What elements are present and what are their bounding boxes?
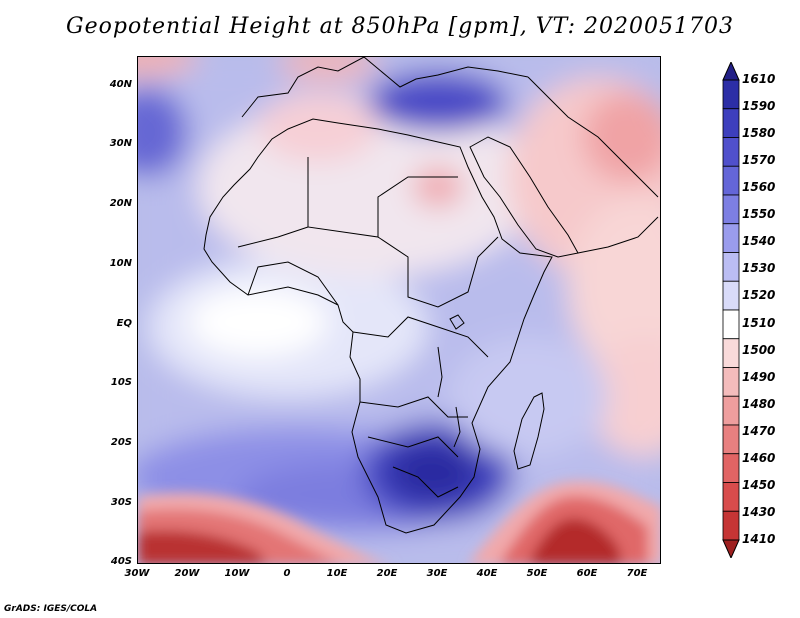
lat-label: 10S <box>110 377 132 388</box>
lat-label: 30S <box>110 497 132 508</box>
lon-label: 30W <box>124 568 150 579</box>
coastline <box>203 57 659 534</box>
map-plot <box>137 56 661 564</box>
lon-label: 20W <box>174 568 200 579</box>
colorbar-label: 1590 <box>742 99 776 114</box>
lat-label: 40S <box>110 556 132 567</box>
colorbar-segment <box>722 194 740 225</box>
lon-label: 60E <box>576 568 598 579</box>
colorbar-top-arrow <box>722 62 740 81</box>
lat-label: 20N <box>109 198 132 209</box>
colorbar-label: 1610 <box>742 72 776 86</box>
lon-label: 40E <box>476 568 498 579</box>
lat-label: 10N <box>109 258 132 269</box>
map-title: Geopotential Height at 850hPa [gpm], VT:… <box>66 14 734 39</box>
colorbar-label: 1510 <box>742 315 776 330</box>
lon-label: 20E <box>376 568 398 579</box>
colorbar-segment <box>722 510 740 541</box>
lat-label: EQ <box>116 318 132 329</box>
colorbar-segment <box>722 252 740 282</box>
colorbar-segment <box>722 395 740 426</box>
colorbar-label: 1500 <box>742 342 776 357</box>
lat-label: 30N <box>109 138 132 149</box>
colorbar-label: 1550 <box>742 207 776 222</box>
colorbar-bottom-arrow <box>722 539 740 558</box>
colorbar-segment <box>722 223 740 253</box>
colorbar-segment <box>722 137 740 167</box>
height-field-map <box>138 57 660 563</box>
lat-label: 40N <box>109 79 132 90</box>
colorbar-label: 1530 <box>742 261 776 276</box>
colorbar-segment <box>722 453 740 483</box>
colorbar <box>722 62 740 558</box>
lon-label: 50E <box>526 568 548 579</box>
lon-label: 10E <box>326 568 348 579</box>
colorbar-segment <box>722 280 740 311</box>
lat-label: 20S <box>110 437 132 448</box>
colorbar-label: 1460 <box>742 450 776 465</box>
colorbar-segment <box>722 165 740 196</box>
colorbar-segment <box>722 79 740 110</box>
colorbar-segment <box>722 367 740 397</box>
colorbar-segment <box>722 108 740 138</box>
colorbar-label: 1520 <box>742 288 776 303</box>
colorbar-label: 1480 <box>742 396 776 411</box>
colorbar-segment <box>722 338 740 368</box>
colorbar-segment <box>722 482 740 512</box>
colorbar-label: 1470 <box>742 423 776 438</box>
colorbar-label: 1560 <box>742 180 776 195</box>
lon-label: 70E <box>626 568 648 579</box>
footer-credit: GrADS: IGES/COLA <box>4 604 98 614</box>
colorbar-label: 1580 <box>742 126 776 141</box>
colorbar-label: 1540 <box>742 234 776 249</box>
colorbar-label: 1570 <box>742 153 776 168</box>
colorbar-label: 1430 <box>742 504 776 519</box>
colorbar-segment <box>722 424 740 455</box>
colorbar-label: 1410 <box>742 532 776 546</box>
lon-label: 10W <box>224 568 250 579</box>
colorbar-label: 1450 <box>742 477 776 492</box>
colorbar-label: 1490 <box>742 369 776 384</box>
lon-label: 0 <box>283 568 291 579</box>
lon-label: 30E <box>426 568 448 579</box>
colorbar-segment <box>722 309 740 340</box>
